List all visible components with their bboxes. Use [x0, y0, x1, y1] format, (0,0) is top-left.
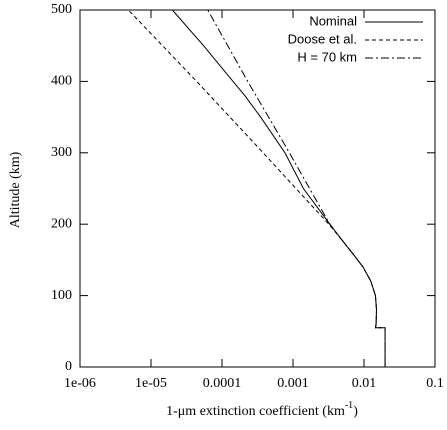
x-tick-label: 0.001	[277, 376, 309, 391]
data-line	[207, 9, 386, 367]
legend-label: H = 70 km	[297, 49, 357, 64]
x-axis-label-sup: -1	[345, 400, 353, 411]
x-tick-label: 1e-05	[135, 376, 167, 391]
x-axis-label-end: )	[353, 404, 358, 419]
legend-label: Doose et al.	[288, 31, 357, 46]
x-tick-label: 0.01	[352, 376, 377, 391]
y-tick-label: 500	[51, 2, 72, 17]
y-tick-label: 0	[65, 359, 72, 374]
y-tick-label: 100	[51, 288, 72, 303]
plot-frame	[79, 9, 436, 368]
x-axis-label-main: 1-μm extinction coefficient (km	[166, 404, 345, 419]
x-tick-label: 0.0001	[203, 376, 242, 391]
y-tick-label: 300	[51, 145, 72, 160]
x-tick-label: 1e-06	[64, 376, 96, 391]
legend-label: Nominal	[309, 13, 357, 28]
x-tick-label: 0.1	[426, 376, 444, 391]
y-tick-label: 400	[51, 74, 72, 89]
y-axis-label: Altitude (km)	[8, 151, 23, 228]
y-tick-label: 200	[51, 216, 72, 231]
x-axis-label: 1-μm extinction coefficient (km-1)	[166, 400, 358, 419]
